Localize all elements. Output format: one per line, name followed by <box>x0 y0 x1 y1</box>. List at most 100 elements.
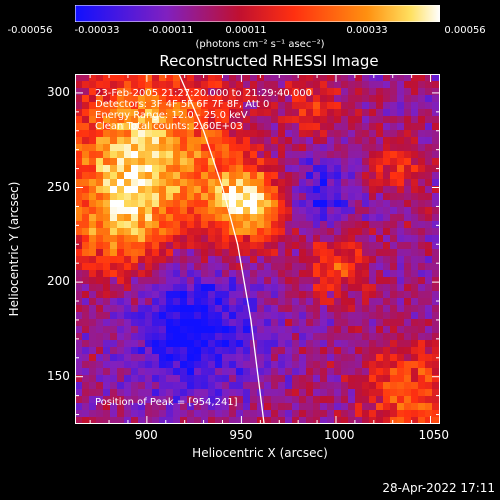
heatmap-cell <box>138 291 146 299</box>
heatmap-cell <box>229 88 237 96</box>
heatmap-cell <box>362 74 370 82</box>
heatmap-cell <box>159 235 167 243</box>
heatmap-cell <box>138 88 146 96</box>
heatmap-cell <box>152 200 160 208</box>
heatmap-cell <box>194 193 202 201</box>
heatmap-cell <box>390 347 398 355</box>
heatmap-cell <box>236 375 244 383</box>
heatmap-cell <box>418 263 426 271</box>
heatmap-cell <box>117 207 125 215</box>
heatmap-cell <box>152 207 160 215</box>
heatmap-cell <box>320 193 328 201</box>
heatmap-cell <box>299 298 307 306</box>
heatmap-cell <box>166 165 174 173</box>
heatmap-cell <box>152 242 160 250</box>
heatmap-cell <box>194 368 202 376</box>
heatmap-cell <box>334 228 342 236</box>
heatmap-cell <box>404 340 412 348</box>
heatmap-cell <box>271 207 279 215</box>
heatmap-cell <box>201 74 209 82</box>
heatmap-cell <box>166 298 174 306</box>
heatmap-cell <box>138 81 146 89</box>
heatmap-cell <box>327 354 335 362</box>
colorbar <box>75 5 440 22</box>
heatmap-cell <box>432 207 440 215</box>
heatmap-cell <box>299 354 307 362</box>
heatmap-cell <box>145 137 153 145</box>
heatmap-cell <box>348 333 356 341</box>
heatmap-cell <box>334 214 342 222</box>
heatmap-cell <box>201 368 209 376</box>
heatmap-cell <box>229 340 237 348</box>
heatmap-cell <box>166 123 174 131</box>
heatmap-cell <box>103 249 111 257</box>
heatmap-cell <box>110 74 118 82</box>
heatmap-cell <box>404 221 412 229</box>
heatmap-cell <box>208 396 216 404</box>
heatmap-cell <box>145 396 153 404</box>
heatmap-cell <box>383 172 391 180</box>
heatmap-cell <box>348 207 356 215</box>
heatmap-cell <box>271 263 279 271</box>
heatmap-cell <box>292 165 300 173</box>
heatmap-cell <box>271 116 279 124</box>
heatmap-cell <box>222 256 230 264</box>
heatmap-cell <box>369 340 377 348</box>
heatmap-cell <box>320 116 328 124</box>
heatmap-cell <box>152 277 160 285</box>
heatmap-cell <box>131 263 139 271</box>
heatmap-cell <box>96 95 104 103</box>
heatmap-cell <box>334 137 342 145</box>
heatmap-cell <box>103 151 111 159</box>
heatmap-cell <box>222 375 230 383</box>
heatmap-cell <box>89 326 97 334</box>
heatmap-cell <box>187 221 195 229</box>
heatmap-cell <box>243 74 251 82</box>
heatmap-cell <box>390 186 398 194</box>
heatmap-cell <box>89 242 97 250</box>
heatmap-cell <box>229 410 237 418</box>
heatmap-cell <box>341 74 349 82</box>
heatmap-cell <box>432 242 440 250</box>
heatmap-cell <box>222 354 230 362</box>
heatmap-cell <box>243 81 251 89</box>
heatmap-cell <box>411 375 419 383</box>
heatmap-cell <box>145 116 153 124</box>
heatmap-cell <box>362 305 370 313</box>
heatmap-cell <box>299 319 307 327</box>
heatmap-cell <box>173 403 181 411</box>
heatmap-cell <box>124 228 132 236</box>
heatmap-cell <box>215 151 223 159</box>
heatmap-cell <box>243 298 251 306</box>
heatmap-cell <box>82 151 90 159</box>
heatmap-cell <box>404 270 412 278</box>
heatmap-cell <box>89 417 97 424</box>
heatmap-cell <box>355 305 363 313</box>
heatmap-cell <box>89 375 97 383</box>
heatmap-cell <box>404 277 412 285</box>
heatmap-cell <box>313 305 321 313</box>
heatmap-cell <box>96 165 104 173</box>
heatmap-cell <box>376 200 384 208</box>
heatmap-cell <box>229 354 237 362</box>
heatmap-cell <box>369 235 377 243</box>
heatmap-cell <box>306 88 314 96</box>
heatmap-cell <box>131 207 139 215</box>
heatmap-cell <box>362 333 370 341</box>
heatmap-cell <box>75 347 83 355</box>
heatmap-cell <box>250 81 258 89</box>
heatmap-cell <box>292 249 300 257</box>
heatmap-cell <box>348 242 356 250</box>
heatmap-cell <box>187 249 195 257</box>
heatmap-cell <box>355 319 363 327</box>
heatmap-cell <box>362 165 370 173</box>
heatmap-cell <box>173 144 181 152</box>
heatmap-cell <box>425 228 433 236</box>
heatmap-cell <box>327 312 335 320</box>
heatmap-cell <box>159 242 167 250</box>
heatmap-cell <box>264 284 272 292</box>
heatmap-cell <box>397 333 405 341</box>
heatmap-cell <box>152 403 160 411</box>
heatmap-cell <box>369 305 377 313</box>
heatmap-cell <box>320 88 328 96</box>
